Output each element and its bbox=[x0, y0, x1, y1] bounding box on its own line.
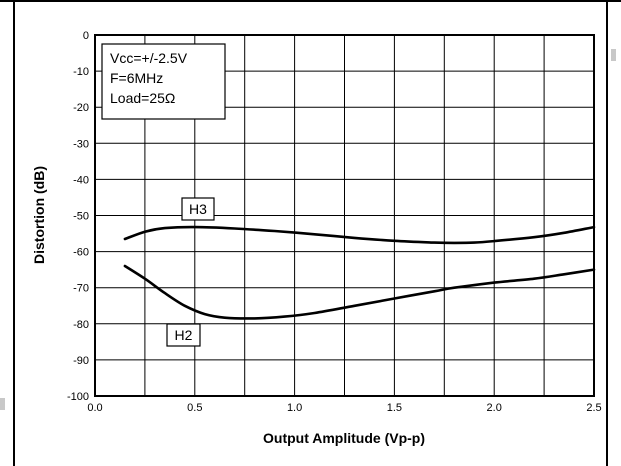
condition-vcc: Vcc=+/-2.5V bbox=[110, 50, 188, 66]
y-tick-label: -100 bbox=[67, 391, 89, 403]
x-tick-label: 2.5 bbox=[586, 402, 601, 414]
conditions-box bbox=[101, 43, 226, 120]
x-tick-label: 2.0 bbox=[487, 402, 502, 414]
plot-border bbox=[94, 34, 595, 397]
watermark-mark bbox=[0, 398, 5, 410]
y-tick-label: -30 bbox=[73, 138, 89, 150]
x-tick-label: 1.0 bbox=[287, 402, 302, 414]
y-tick-label: 0 bbox=[83, 30, 89, 42]
h2-label-box bbox=[166, 323, 201, 347]
series-line-h2 bbox=[123, 264, 596, 320]
y-tick-label: -80 bbox=[73, 319, 89, 331]
series-lines bbox=[123, 225, 596, 320]
x-tick-label: 0.0 bbox=[87, 402, 102, 414]
watermark-mark bbox=[611, 49, 616, 61]
x-axis-title: Output Amplitude (Vp-p) bbox=[263, 430, 425, 446]
y-tick-label: -10 bbox=[73, 66, 89, 78]
tick-labels: 0.0 0.5 1.0 1.5 2.0 2.5 0 -10 -20 -30 -40 -50 -60 -70… bbox=[67, 30, 602, 414]
h3-label: H3 bbox=[189, 201, 207, 217]
condition-load: Load=25Ω bbox=[110, 90, 175, 106]
y-tick-label: -70 bbox=[73, 283, 89, 295]
x-tick-label: 1.5 bbox=[387, 402, 402, 414]
y-tick-label: -50 bbox=[73, 211, 89, 223]
y-tick-label: -60 bbox=[73, 247, 89, 259]
x-tick-label: 0.5 bbox=[187, 402, 202, 414]
y-tick-label: -20 bbox=[73, 102, 89, 114]
condition-frequency: F=6MHz bbox=[110, 70, 163, 86]
y-axis-title: Distortion (dB) bbox=[31, 166, 47, 264]
h3-label-box bbox=[181, 197, 215, 221]
h2-label: H2 bbox=[175, 327, 193, 343]
y-tick-label: -90 bbox=[73, 355, 89, 367]
y-tick-label: -40 bbox=[73, 174, 89, 186]
series-line-h3 bbox=[123, 225, 596, 245]
